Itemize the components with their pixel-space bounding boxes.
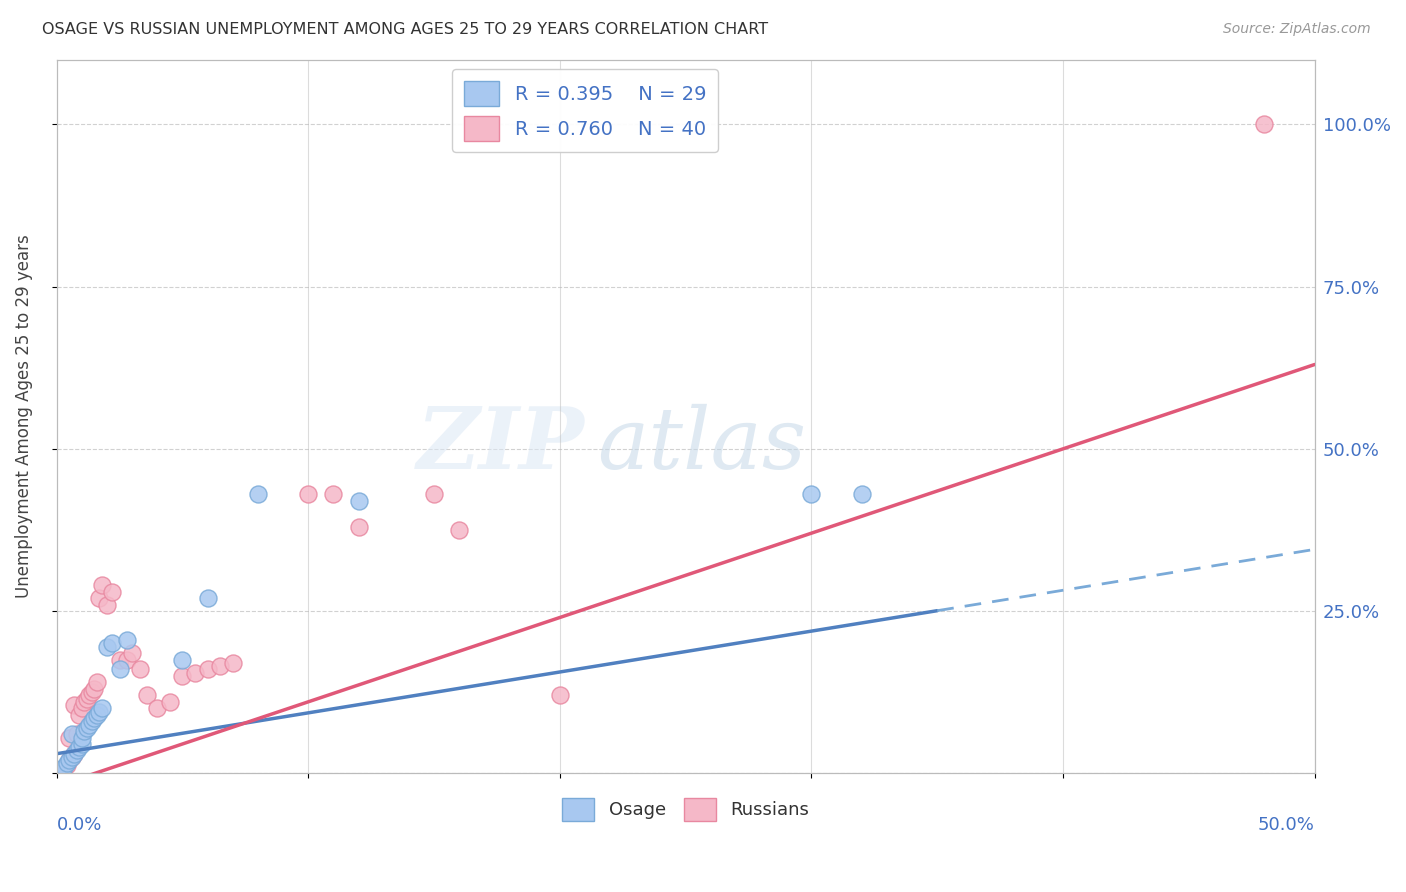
- Point: [67, 707, 90, 722]
- Point: [347, 519, 370, 533]
- Point: [86, 675, 108, 690]
- Point: [246, 487, 269, 501]
- Point: [347, 493, 370, 508]
- Point: [79, 689, 101, 703]
- Point: [90, 701, 112, 715]
- Point: [146, 701, 169, 715]
- Point: [89, 705, 111, 719]
- Point: [115, 633, 138, 648]
- Point: [70, 737, 93, 751]
- Point: [66, 727, 89, 741]
- Point: [172, 653, 194, 667]
- Point: [73, 724, 96, 739]
- Point: [58, 753, 80, 767]
- Point: [89, 591, 111, 605]
- Point: [63, 698, 86, 712]
- Point: [58, 731, 80, 745]
- Point: [86, 707, 108, 722]
- Point: [128, 662, 150, 676]
- Point: [800, 487, 823, 501]
- Legend: Osage, Russians: Osage, Russians: [554, 790, 817, 829]
- Point: [121, 646, 143, 660]
- Text: ZIP: ZIP: [418, 403, 585, 487]
- Point: [76, 691, 98, 706]
- Point: [60, 750, 83, 764]
- Point: [197, 591, 219, 605]
- Point: [108, 662, 131, 676]
- Point: [136, 689, 159, 703]
- Point: [548, 689, 571, 703]
- Point: [58, 753, 80, 767]
- Point: [51, 763, 73, 777]
- Point: [322, 487, 344, 501]
- Point: [67, 740, 90, 755]
- Text: 50.0%: 50.0%: [1258, 816, 1315, 834]
- Point: [1253, 118, 1275, 132]
- Point: [55, 756, 77, 771]
- Point: [79, 717, 101, 731]
- Point: [83, 681, 105, 696]
- Point: [108, 653, 131, 667]
- Text: 0.0%: 0.0%: [56, 816, 103, 834]
- Point: [209, 659, 232, 673]
- Point: [159, 695, 181, 709]
- Point: [60, 727, 83, 741]
- Point: [80, 714, 103, 729]
- Point: [101, 636, 124, 650]
- Point: [96, 640, 118, 654]
- Point: [297, 487, 319, 501]
- Y-axis label: Unemployment Among Ages 25 to 29 years: Unemployment Among Ages 25 to 29 years: [15, 235, 32, 599]
- Point: [90, 578, 112, 592]
- Point: [66, 743, 89, 757]
- Point: [83, 711, 105, 725]
- Point: [51, 763, 73, 777]
- Point: [851, 487, 873, 501]
- Point: [70, 731, 93, 745]
- Point: [115, 653, 138, 667]
- Text: OSAGE VS RUSSIAN UNEMPLOYMENT AMONG AGES 25 TO 29 YEARS CORRELATION CHART: OSAGE VS RUSSIAN UNEMPLOYMENT AMONG AGES…: [42, 22, 768, 37]
- Point: [172, 669, 194, 683]
- Point: [80, 685, 103, 699]
- Point: [53, 761, 76, 775]
- Point: [53, 760, 76, 774]
- Point: [55, 758, 77, 772]
- Point: [60, 750, 83, 764]
- Point: [184, 665, 207, 680]
- Point: [63, 747, 86, 761]
- Point: [96, 598, 118, 612]
- Point: [197, 662, 219, 676]
- Point: [63, 747, 86, 761]
- Point: [449, 523, 471, 537]
- Point: [222, 656, 245, 670]
- Point: [73, 695, 96, 709]
- Point: [423, 487, 446, 501]
- Point: [70, 701, 93, 715]
- Point: [101, 584, 124, 599]
- Text: Source: ZipAtlas.com: Source: ZipAtlas.com: [1223, 22, 1371, 37]
- Point: [76, 721, 98, 735]
- Text: atlas: atlas: [598, 403, 807, 486]
